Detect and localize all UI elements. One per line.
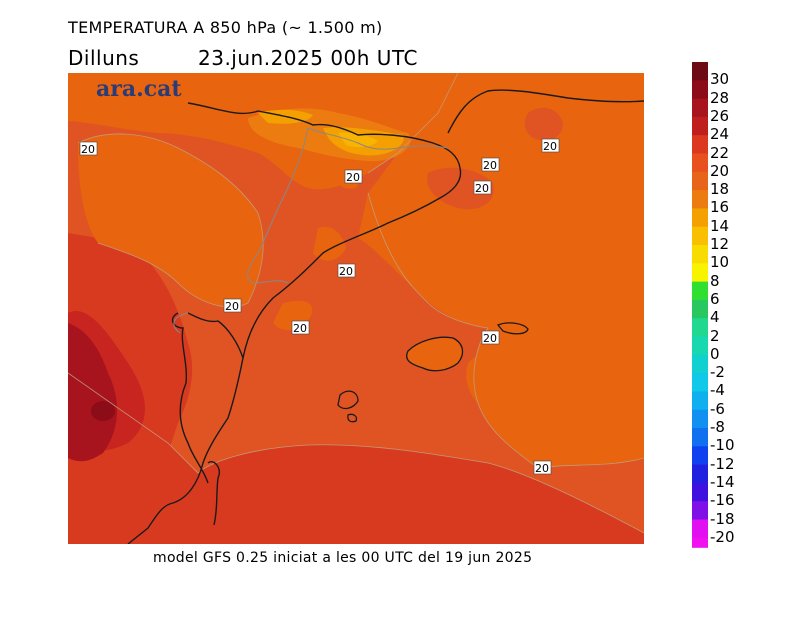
legend-color-segment [692,391,708,411]
model-info-footer: model GFS 0.25 iniciat a les 00 UTC del … [153,550,533,566]
menorca-island [496,322,529,335]
legend-color-segment [692,519,708,539]
legend-label: 8 [710,271,720,290]
legend-label: -6 [710,399,725,418]
legend-label: -14 [710,472,735,491]
mallorca-island [406,336,464,372]
contour-label: 20 [346,171,360,184]
legend-color-segment [692,245,708,264]
day-label: Dilluns [68,46,140,70]
legend-color-segment [692,464,708,484]
corsica-warm-blob [524,107,563,141]
legend-color-segment [692,373,708,392]
west-plateau-cool [78,133,264,307]
legend-color-segment [692,409,708,429]
contour-label: 20 [543,140,557,153]
legend-color-segment [692,354,708,374]
legend-color-segment [692,98,708,118]
coastlines [127,89,644,544]
legend-label: 2 [710,326,720,345]
contour-labels: 20 20 20 20 20 20 20 20 20 20 [79,138,560,475]
provence-warm-blob [427,167,494,210]
legend-label: 16 [710,198,730,217]
contour-label: 20 [339,265,353,278]
isotherm-lines [68,73,644,534]
legend-label: -10 [710,436,735,455]
contour-label: 20 [535,462,549,475]
ibiza-island [337,390,359,410]
contour-label: 20 [81,143,95,156]
legend-color-segment [692,116,708,136]
legend-label: 24 [710,125,730,144]
legend-color-segment [692,226,708,246]
map-title: TEMPERATURA A 850 hPa (~ 1.500 m) [68,18,383,37]
legend-label: 30 [710,70,730,89]
formentera-island [347,413,358,423]
legend-color-segment [692,208,708,228]
legend-label: 18 [710,180,730,199]
map-svg: 20 20 20 20 20 20 20 20 20 20 [68,73,644,544]
contour-label: 20 [483,159,497,172]
legend-color-segment [692,190,708,209]
balearic-cool-area [466,341,585,437]
legend-label: -12 [710,454,735,473]
legend-color-segment [692,80,708,100]
legend-label: 14 [710,216,730,235]
legend-label: 20 [710,161,730,180]
legend-label: 28 [710,88,730,107]
west-hotter-area [68,323,118,462]
legend-color-segment [692,482,708,502]
inland-cool-blob-1 [313,226,346,261]
legend-color-segment [692,336,708,356]
contour-label: 20 [293,322,307,335]
contour-label: 20 [483,332,497,345]
pitiusas-islands [337,390,359,423]
temperature-map: 20 20 20 20 20 20 20 20 20 20 [68,73,644,544]
legend-color-segment [692,281,708,301]
legend-label: 12 [710,235,730,253]
legend-label: -20 [710,527,735,546]
datetime-label: 23.jun.2025 00h UTC [198,46,418,70]
legend-color-segment [692,153,708,173]
color-scale-legend: 30 28 26 24 22 20 18 16 14 12 10 8 6 4 2 0 -2 -4 -6 -8 -10 -1… [692,60,800,560]
legend-label: -8 [710,418,725,436]
legend-label: 4 [710,308,720,327]
contour-label: 20 [475,182,489,195]
west-hotspot [91,401,115,421]
legend-label: 0 [710,344,720,363]
pyrenees-cold-spot-3 [338,132,378,148]
legend-label: -18 [710,509,735,528]
balearic-islands [406,322,529,372]
legend-color-segment [692,135,708,154]
map-subtitle: Dilluns 23.jun.2025 00h UTC [68,46,417,70]
legend-label: -4 [710,381,725,400]
legend-color-segment [692,537,708,548]
contour-label: 20 [225,300,239,313]
legend-color-segment [692,263,708,283]
legend-color-segment [692,501,708,520]
south-warm-band [68,373,644,544]
ara-cat-logo: ara.cat [96,76,182,102]
legend-label: -16 [710,491,735,510]
legend-label: 6 [710,289,720,308]
color-scale-bar [692,62,708,548]
legend-color-segment [692,318,708,337]
legend-color-segment [692,299,708,319]
legend-label: -2 [710,363,725,382]
legend-color-segment [692,428,708,447]
legend-label: 26 [710,106,730,125]
legend-color-segment [692,62,708,81]
legend-label: 10 [710,253,730,272]
legend-label: 22 [710,143,730,162]
borders [173,127,449,334]
legend-color-segment [692,171,708,191]
legend-color-segment [692,446,708,466]
